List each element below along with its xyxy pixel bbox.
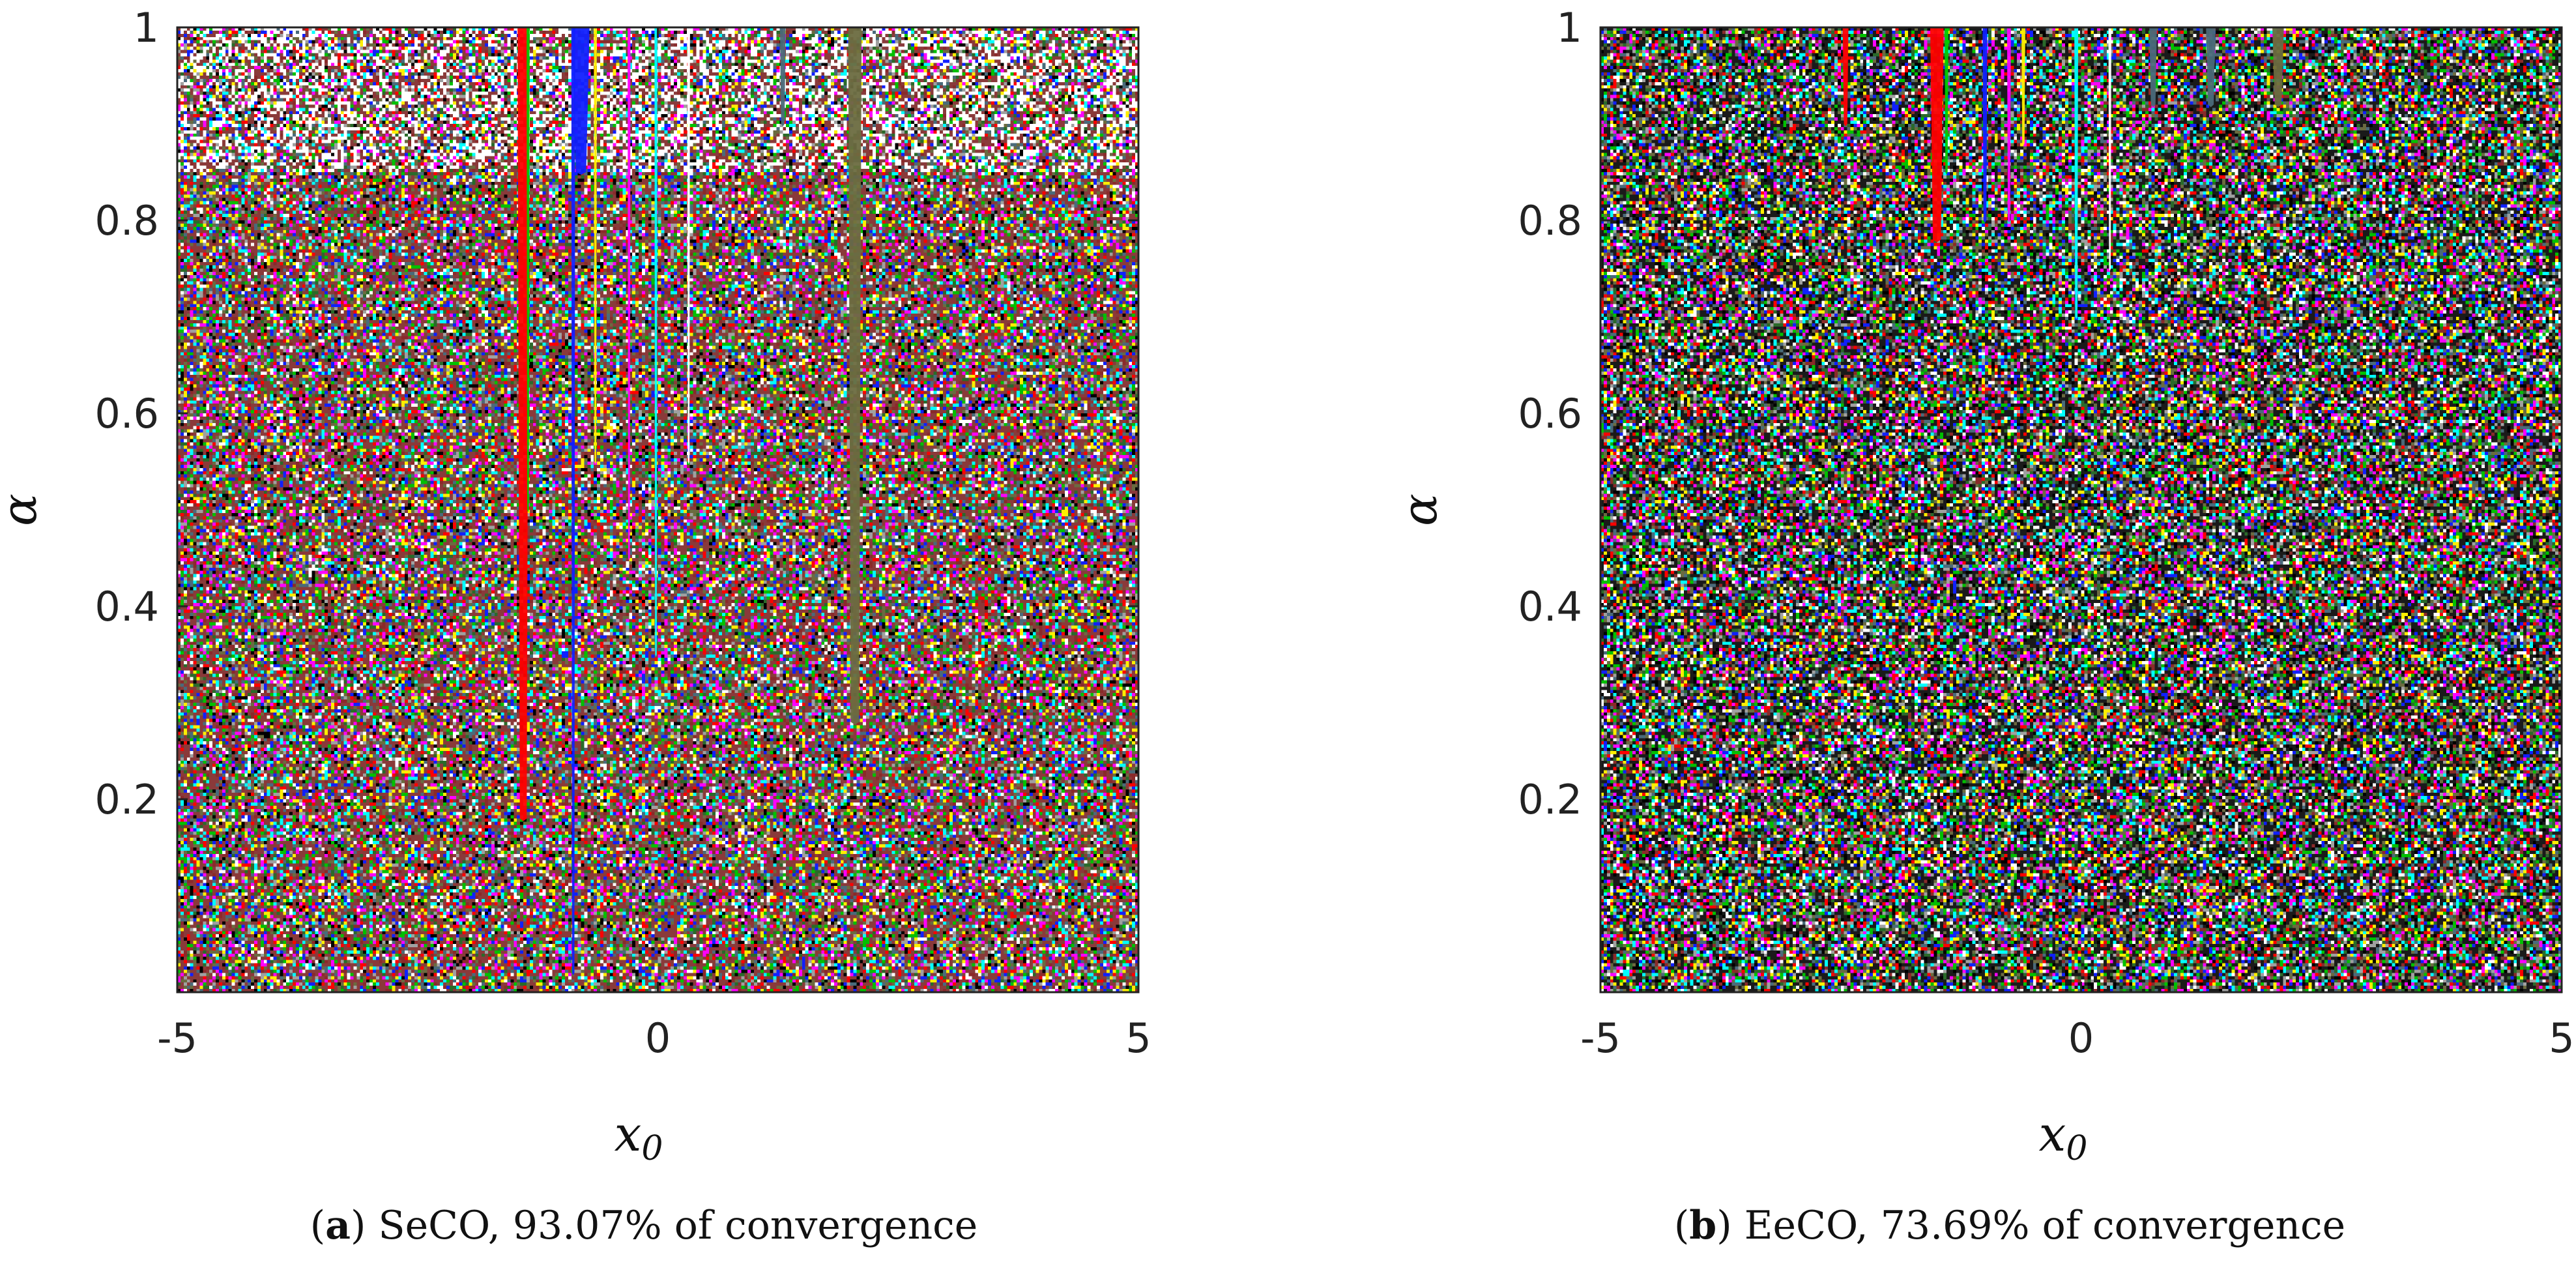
basin-streak-b-0 [1842, 27, 1849, 126]
basin-streak-b-6 [2074, 27, 2079, 319]
caption-b: (b) EeCO, 73.69% of convergence [1673, 1203, 2346, 1248]
y-tick-label-b-3: 0.8 [1518, 197, 1582, 244]
heatmap-image-b [1600, 27, 2562, 992]
y-tick-label-a-0: 0.2 [94, 776, 159, 823]
basin-streak-b-10 [2272, 27, 2284, 108]
panel-a: -5 0 5 0.2 0.4 0.6 0.8 1 x0 α (a) SeCO, 93.07% … [0, 4, 1151, 1248]
basin-streak-b-8 [2149, 27, 2158, 108]
basin-streak-a-7 [687, 27, 690, 464]
basins-layer-a [517, 27, 862, 976]
caption-tag-a: a [325, 1203, 351, 1248]
basin-streak-a-5 [628, 27, 631, 561]
y-tick-label-a-4: 1 [134, 4, 159, 52]
x-tick-label-a-1: 0 [645, 1014, 671, 1062]
x-tick-label-b-0: -5 [1580, 1014, 1621, 1062]
basin-streak-a-8 [779, 27, 786, 126]
basin-streak-a-9 [848, 27, 862, 725]
panel-b: -5 0 5 0.2 0.4 0.6 0.8 1 x0 α (b) EeCO, 73.69% … [1288, 0, 2575, 1266]
basins-layer-b [1842, 27, 2284, 319]
x-tick-label-b-1: 0 [2068, 1014, 2094, 1062]
caption-a: (a) SeCO, 93.07% of convergence [310, 1203, 978, 1248]
basin-streak-b-7 [2108, 27, 2111, 271]
y-tick-label-b-2: 0.6 [1518, 390, 1582, 437]
heatmap-layer-b [1600, 27, 2562, 992]
y-tick-label-a-1: 0.4 [94, 583, 159, 630]
y-tick-label-b-1: 0.4 [1518, 583, 1582, 630]
basin-streak-b-9 [2206, 27, 2216, 108]
caption-text-b: EeCO, 73.69% of convergence [1731, 1203, 2346, 1248]
basin-streak-a-3 [572, 27, 590, 175]
basin-streak-a-6 [654, 27, 658, 657]
y-tick-label-a-2: 0.6 [94, 390, 159, 437]
basin-streak-a-0 [517, 27, 529, 821]
basin-streak-b-5 [2021, 27, 2025, 146]
basin-streak-b-3 [1982, 27, 1988, 223]
chart-a-svg: -5 0 5 0.2 0.4 0.6 0.8 1 x0 α [0, 4, 1151, 1168]
y-axis-label-a: α [0, 493, 48, 526]
ticks-layer-a: -5 0 5 0.2 0.4 0.6 0.8 1 [94, 4, 1151, 1062]
y-tick-label-a-3: 0.8 [94, 197, 159, 244]
x-tick-label-a-0: -5 [157, 1014, 197, 1062]
y-tick-label-b-4: 1 [1557, 4, 1582, 52]
basin-streak-b-1 [1930, 27, 1944, 243]
basin-streak-a-4 [594, 27, 597, 464]
x-tick-label-a-2: 5 [1125, 1014, 1151, 1062]
caption-text-a: SeCO, 93.07% of convergence [366, 1203, 978, 1248]
basin-streak-b-4 [2006, 27, 2011, 223]
y-tick-label-b-0: 0.2 [1518, 776, 1582, 823]
chart-b-svg: -5 0 5 0.2 0.4 0.6 0.8 1 x0 α [1392, 4, 2575, 1168]
ticks-layer-b: -5 0 5 0.2 0.4 0.6 0.8 1 [1518, 4, 2574, 1062]
basin-streak-a-1 [527, 27, 530, 512]
y-axis-label-b: α [1392, 493, 1448, 526]
heatmap-layer-a [177, 27, 1138, 992]
x-axis-label-a: x0 [615, 1106, 663, 1168]
heatmap-image-a [177, 27, 1138, 992]
x-tick-label-b-2: 5 [2549, 1014, 2574, 1062]
basin-streak-b-2 [1945, 27, 1948, 175]
x-axis-label-b: x0 [2039, 1106, 2088, 1168]
caption-tag-b: b [1689, 1203, 1717, 1248]
basin-streak-a-2 [571, 27, 575, 976]
